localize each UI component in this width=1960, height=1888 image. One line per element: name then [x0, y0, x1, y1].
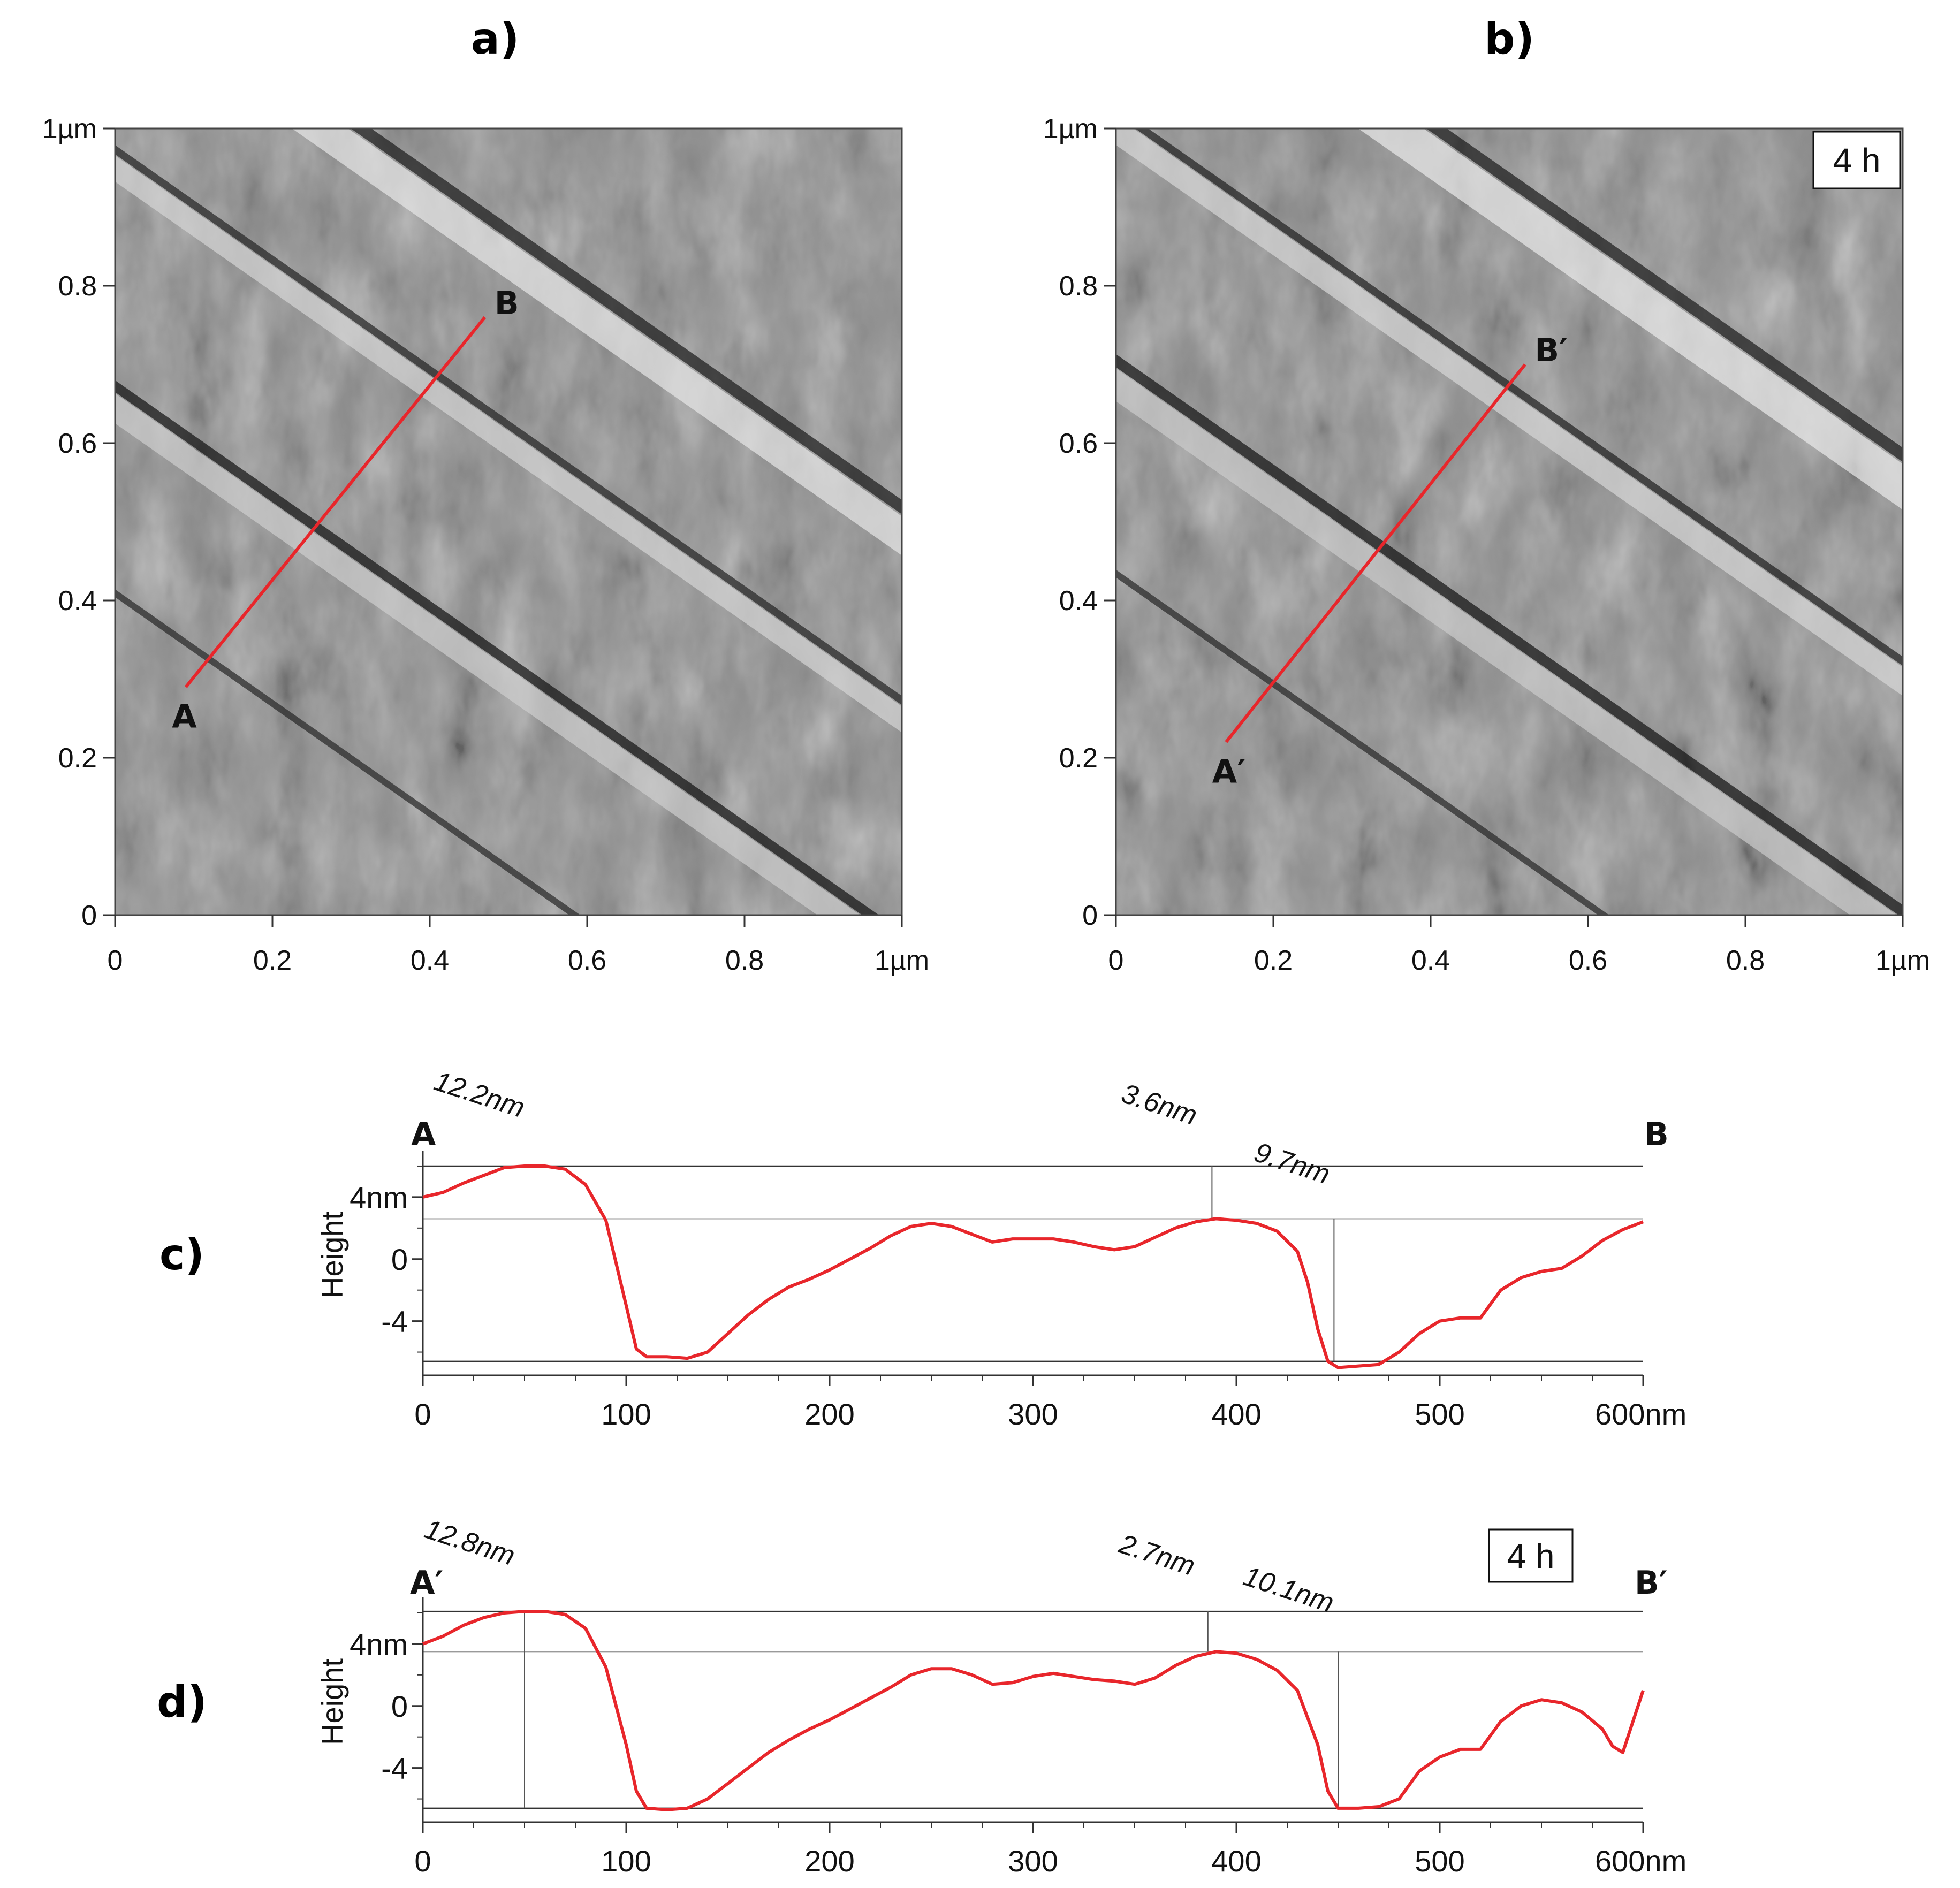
panel-d-end-label: B′ [1635, 1564, 1668, 1602]
panel-d-ylabel: Height [315, 1658, 349, 1745]
panel-a-afm-image [115, 128, 902, 915]
panel-d-y-tick-label: 4nm [350, 1627, 408, 1661]
panel-b-x-tick-label: 1µm [1875, 945, 1930, 976]
panel-d-x-tick-label: 400 [1211, 1844, 1261, 1878]
panel-d-plot: 0 100 200 300 400 500 600nm 4nm 0 -4 [350, 1597, 1686, 1878]
panel-a-axes: 0 0.2 0.4 0.6 0.8 1µm 0 0.2 0.4 0.6 0.8 1µm [42, 113, 929, 976]
panel-a-point-start: A [172, 698, 197, 736]
panel-d-x-tick-label: 0 [414, 1844, 431, 1878]
panel-b-profile-line [1225, 363, 1526, 743]
panel-a-x-tick-label: 0 [108, 945, 123, 976]
panel-c-letter: c) [159, 1230, 204, 1280]
panel-b-letter: b) [1484, 14, 1534, 64]
panel-a-x-tick-label: 0.4 [411, 945, 449, 976]
panel-b: b) 0 0.2 0.4 0.6 0.8 1µm 0 0.2 0.4 0.6 0.8 1µm A′ B… [1043, 14, 1930, 976]
panel-b-y-tick-label: 0.6 [1059, 428, 1098, 459]
panel-d: d) Height 0 100 200 300 400 500 600nm 4nm 0 -4 A′… [157, 1513, 1686, 1878]
panel-a-y-tick-label: 0.4 [58, 585, 97, 616]
panel-d-x-tick-label: 600nm [1595, 1844, 1686, 1878]
panel-d-time-badge: 4 h [1507, 1537, 1555, 1575]
panel-b-x-tick-label: 0.8 [1726, 945, 1765, 976]
panel-d-annotation-1: 12.8nm [421, 1513, 519, 1572]
panel-d-time-badge-box [1488, 1528, 1574, 1583]
panel-a-y-tick-label: 1µm [42, 113, 97, 144]
panel-c-x-tick-label: 600nm [1595, 1397, 1686, 1431]
panel-c-x-tick-label: 300 [1008, 1397, 1058, 1431]
panel-b-y-tick-label: 0.8 [1059, 271, 1098, 302]
panel-c-annotation-1: 12.2nm [430, 1065, 528, 1124]
panel-d-x-tick-label: 300 [1008, 1844, 1058, 1878]
panel-b-time-badge-box [1812, 131, 1901, 189]
panel-a-x-tick-label: 0.8 [725, 945, 764, 976]
panel-c-y-tick-label: 0 [391, 1243, 408, 1276]
panel-a-letter: a) [471, 14, 520, 64]
panel-b-y-tick-label: 0.2 [1059, 743, 1098, 774]
panel-a-y-tick-label: 0.2 [58, 743, 97, 774]
panel-a-y-tick-label: 0 [81, 900, 97, 931]
panel-b-time-badge: 4 h [1833, 141, 1881, 180]
panel-a-y-tick-label: 0.6 [58, 428, 97, 459]
panel-c-annotation-2: 3.6nm [1118, 1078, 1201, 1131]
panel-a: a) 0 0.2 0.4 0.6 0.8 1µm 0 0.2 0.4 0.6 0.8 1µm A B [42, 14, 929, 976]
panel-d-annotation-3: 10.1nm [1240, 1560, 1338, 1619]
panel-a-x-tick-label: 0.6 [568, 945, 606, 976]
panel-b-axes: 0 0.2 0.4 0.6 0.8 1µm 0 0.2 0.4 0.6 0.8 1µm [1043, 113, 1930, 976]
panel-c-x-tick-label: 100 [601, 1397, 651, 1431]
panel-b-x-tick-label: 0.6 [1569, 945, 1607, 976]
panel-d-letter: d) [157, 1677, 207, 1727]
panel-c-height-profile [422, 1164, 1644, 1369]
panel-d-start-label: A′ [410, 1564, 443, 1602]
panel-b-y-tick-label: 1µm [1043, 113, 1098, 144]
panel-d-y-tick-label: 0 [391, 1689, 408, 1723]
panel-a-profile-line [184, 316, 487, 688]
panel-b-x-tick-label: 0.4 [1411, 945, 1450, 976]
panel-c-x-tick-label: 400 [1211, 1397, 1261, 1431]
panel-b-afm-image [1116, 128, 1903, 915]
panel-d-x-tick-label: 200 [804, 1844, 854, 1878]
panel-c-x-tick-label: 0 [414, 1397, 431, 1431]
panel-a-x-tick-label: 0.2 [253, 945, 292, 976]
panel-c-end-label: B [1644, 1116, 1669, 1153]
panel-d-annotation-2: 2.7nm [1115, 1528, 1198, 1582]
panel-b-point-end: B′ [1534, 332, 1568, 369]
panel-c-plot: 0 100 200 300 400 500 600nm 4nm 0 -4 [350, 1151, 1686, 1431]
panel-b-x-tick-label: 0 [1108, 945, 1124, 976]
panel-c-start-label: A [411, 1116, 436, 1153]
panel-a-frame [114, 127, 903, 916]
panel-b-frame [1115, 127, 1904, 916]
panel-b-point-start: A′ [1212, 753, 1245, 791]
panel-d-x-tick-label: 100 [601, 1844, 651, 1878]
panel-d-y-tick-label: -4 [381, 1752, 408, 1785]
panel-c-y-tick-label: 4nm [350, 1181, 408, 1214]
panel-b-y-tick-label: 0 [1082, 900, 1098, 931]
panel-b-x-tick-label: 0.2 [1254, 945, 1293, 976]
panel-d-height-profile [422, 1610, 1645, 1811]
panel-a-point-end: B [495, 285, 519, 322]
panel-d-x-tick-label: 500 [1415, 1844, 1464, 1878]
panel-c-ylabel: Height [315, 1212, 349, 1298]
panel-c-y-tick-label: -4 [381, 1305, 408, 1338]
panel-c-x-tick-label: 200 [804, 1397, 854, 1431]
panel-a-x-tick-label: 1µm [875, 945, 929, 976]
panel-c-x-tick-label: 500 [1415, 1397, 1464, 1431]
panel-b-y-tick-label: 0.4 [1059, 585, 1098, 616]
panel-c-annotation-3: 9.7nm [1250, 1137, 1333, 1190]
panel-a-y-tick-label: 0.8 [58, 271, 97, 302]
